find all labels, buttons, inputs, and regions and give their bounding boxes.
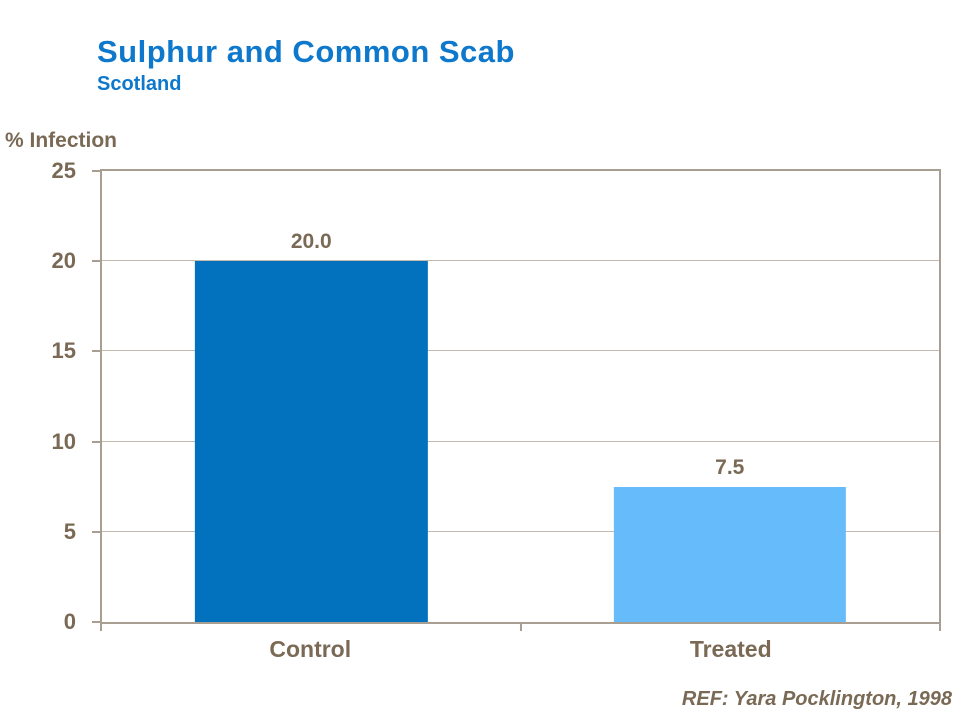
y-axis-title: % Infection [5,129,118,152]
y-tick-label: 15 [51,338,76,364]
y-tick-label: 20 [51,248,76,274]
y-tick-label: 25 [51,158,76,183]
y-tick-mark [92,440,100,443]
gridline [102,440,939,442]
chart-title: Sulphur and Common Scab [97,34,515,69]
y-tick-mark [92,350,100,353]
category-label-control: Control [269,636,352,662]
y-tick-mark [92,621,100,623]
y-tick-label: 10 [51,428,76,454]
reference-text: REF: Yara Pocklington, 1998 [681,688,952,710]
y-axis-labels: 0 5 10 15 20 25 [0,158,88,634]
gridline [102,350,939,352]
category-label-treated: Treated [689,636,772,662]
category-slot-treated: 7.5 [521,171,940,622]
bar-treated [613,486,846,622]
bar-control [195,261,428,622]
x-tick-mark [519,623,522,631]
gridline [102,260,939,262]
x-axis-labels: Control Treated [100,636,941,663]
chart-subtitle: Scotland [97,73,182,95]
y-tick-mark [92,170,100,172]
gridline [102,530,939,532]
plot-area: 20.0 7.5 [100,169,941,624]
y-tick-label: 0 [63,609,76,634]
chart-header: Sulphur and Common Scab Scotland [97,34,515,96]
category-slot-control: 20.0 [102,171,521,622]
x-tick-mark [100,623,102,631]
bar-value-label-control: 20.0 [290,230,332,254]
y-tick-mark [92,260,100,263]
bar-value-label-treated: 7.5 [715,455,745,479]
y-tick-mark [92,530,100,533]
y-tick-label: 5 [63,518,76,544]
x-tick-mark [939,623,941,631]
